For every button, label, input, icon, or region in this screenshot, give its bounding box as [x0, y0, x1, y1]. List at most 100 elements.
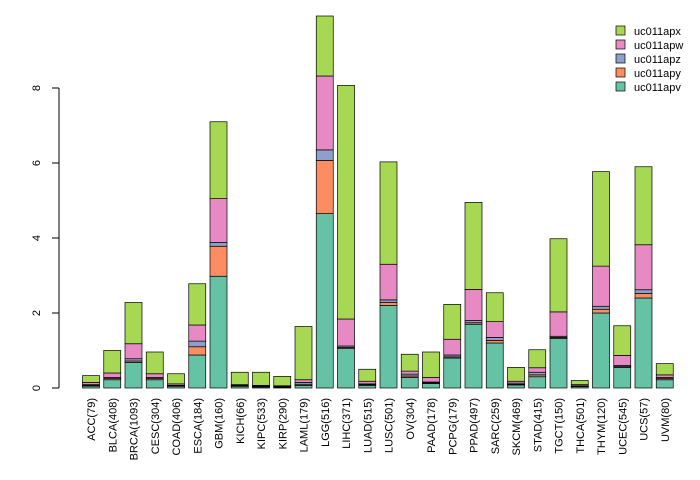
bar-segment-uc011apz	[592, 305, 610, 310]
bar-segment-uc011apw	[294, 379, 313, 383]
bars-layer	[82, 15, 674, 389]
bar-segment-uc011apx	[124, 302, 143, 345]
x-tick-label: KICH(66)	[235, 398, 247, 444]
y-tick-label: 4	[31, 235, 43, 241]
x-tick-label: LUAD(515)	[362, 398, 374, 453]
bar-segment-uc011apx	[422, 351, 440, 378]
legend-label-uc011apv: uc011apv	[634, 82, 681, 94]
legend-swatch-uc011apy	[615, 67, 626, 78]
bar-segment-uc011apv	[613, 367, 632, 389]
x-tick-label: PCPG(179)	[447, 398, 459, 455]
bar-segment-uc011apv	[592, 312, 610, 389]
bar-segment-uc011apw	[443, 338, 462, 356]
bar-segment-uc011apv	[528, 376, 547, 389]
bar-segment-uc011apw	[655, 374, 674, 378]
legend-swatch-uc011apv	[615, 81, 626, 92]
bar-segment-uc011apv	[634, 297, 653, 389]
bar-segment-uc011apv	[422, 383, 440, 389]
bar-segment-uc011apv	[655, 379, 674, 389]
bar-segment-uc011apz	[485, 337, 504, 341]
bar-segment-uc011apw	[103, 372, 122, 378]
bar-segment-uc011apx	[443, 304, 462, 340]
bar-segment-uc011apv	[443, 357, 462, 389]
bar-segment-uc011apx	[570, 380, 589, 385]
bar-segment-uc011apx	[613, 325, 632, 356]
x-tick-label: GBM(160)	[214, 398, 226, 449]
legend-label-uc011apy: uc011apy	[634, 68, 681, 80]
legend: uc011apx uc011apw uc011apz uc011apy uc011apv	[615, 25, 683, 94]
bar-segment-uc011apv	[145, 379, 164, 389]
bar-segment-uc011apy	[209, 245, 228, 277]
bar-segment-uc011apx	[188, 283, 207, 326]
bar-segment-uc011apx	[655, 363, 674, 376]
x-tick-label: CESC(304)	[150, 398, 162, 454]
bar-segment-uc011apx	[634, 166, 653, 246]
bar-segment-uc011apx	[82, 375, 100, 383]
x-tick-label: UCEC(545)	[617, 398, 629, 455]
bar-segment-uc011apx	[209, 121, 228, 199]
bar-segment-uc011apy	[592, 308, 610, 314]
bar-segment-uc011apx	[400, 353, 419, 372]
bar-segment-uc011apx	[145, 351, 164, 375]
bar-segment-uc011apw	[124, 343, 143, 360]
bar-segment-uc011apw	[464, 289, 483, 321]
bar-segment-uc011apx	[103, 350, 122, 374]
bar-segment-uc011apw	[528, 367, 547, 373]
bar-segment-uc011apy	[379, 302, 398, 306]
x-tick-label: OV(304)	[405, 398, 417, 440]
x-tick-label: KIPC(533)	[256, 398, 268, 449]
x-tick-label: UCS(57)	[639, 398, 651, 441]
bar-segment-uc011apx	[528, 349, 547, 369]
bar-segment-uc011apx	[167, 373, 185, 385]
bar-segment-uc011apv	[103, 379, 122, 389]
bar-segment-uc011apv	[485, 342, 504, 389]
bar-segment-uc011apw	[358, 380, 377, 385]
bar-segment-uc011apz	[188, 340, 207, 348]
x-tick-label: COAD(406)	[171, 398, 183, 455]
y-tick-label: 2	[31, 310, 43, 316]
bar-segment-uc011apv	[188, 354, 207, 389]
bar-segment-uc011apw	[634, 244, 653, 291]
bar-segment-uc011apx	[592, 171, 610, 267]
bar-segment-uc011apy	[315, 160, 334, 214]
bar-segment-uc011apv	[379, 305, 398, 389]
bar-segment-uc011apv	[315, 213, 334, 389]
bar-segment-uc011apx	[358, 368, 377, 382]
x-tick-label: LAML(179)	[299, 398, 311, 452]
bar-segment-uc011apw	[422, 377, 440, 383]
x-tick-label: TGCT(150)	[554, 398, 566, 454]
x-tick-label: ESCA(184)	[192, 398, 204, 454]
bar-segment-uc011apw	[379, 263, 398, 301]
bar-segment-uc011apz	[528, 371, 547, 376]
x-tick-label: THYM(120)	[596, 398, 608, 455]
bar-segment-uc011apz	[379, 299, 398, 303]
bar-segment-uc011apx	[294, 326, 313, 381]
x-tick-label: SKCM(469)	[511, 398, 523, 455]
x-tick-label: LUSC(501)	[384, 398, 396, 453]
bar-segment-uc011apw	[592, 265, 610, 307]
x-tick-label: LGG(516)	[320, 398, 332, 447]
legend-label-uc011apw: uc011apw	[634, 40, 683, 52]
bar-segment-uc011apw	[315, 75, 334, 151]
bar-segment-uc011apv	[294, 385, 313, 389]
bar-segment-uc011apy	[485, 340, 504, 344]
x-tick-label: UVM(80)	[660, 398, 672, 442]
legend-swatch-uc011apx	[615, 25, 626, 36]
x-tick-label: SARC(259)	[490, 398, 502, 454]
y-tick-label: 0	[31, 385, 43, 391]
bar-segment-uc011apx	[507, 367, 525, 382]
x-tick-label: PPAD(497)	[469, 398, 481, 453]
x-tick-label: PAAD(178)	[426, 398, 438, 453]
x-tick-label: KIRP(290)	[277, 398, 289, 449]
legend-swatch-uc011apz	[615, 53, 626, 64]
bar-segment-uc011apv	[549, 338, 568, 389]
bar-segment-uc011apv	[124, 362, 143, 389]
bar-segment-uc011apv	[464, 323, 483, 389]
bar-segment-uc011apx	[230, 371, 249, 385]
bar-segment-uc011apw	[485, 321, 504, 338]
legend-swatch-uc011apw	[615, 39, 626, 50]
bar-segment-uc011apw	[613, 355, 632, 366]
bar-segment-uc011apx	[337, 85, 355, 320]
bar-segment-uc011apv	[507, 384, 525, 389]
